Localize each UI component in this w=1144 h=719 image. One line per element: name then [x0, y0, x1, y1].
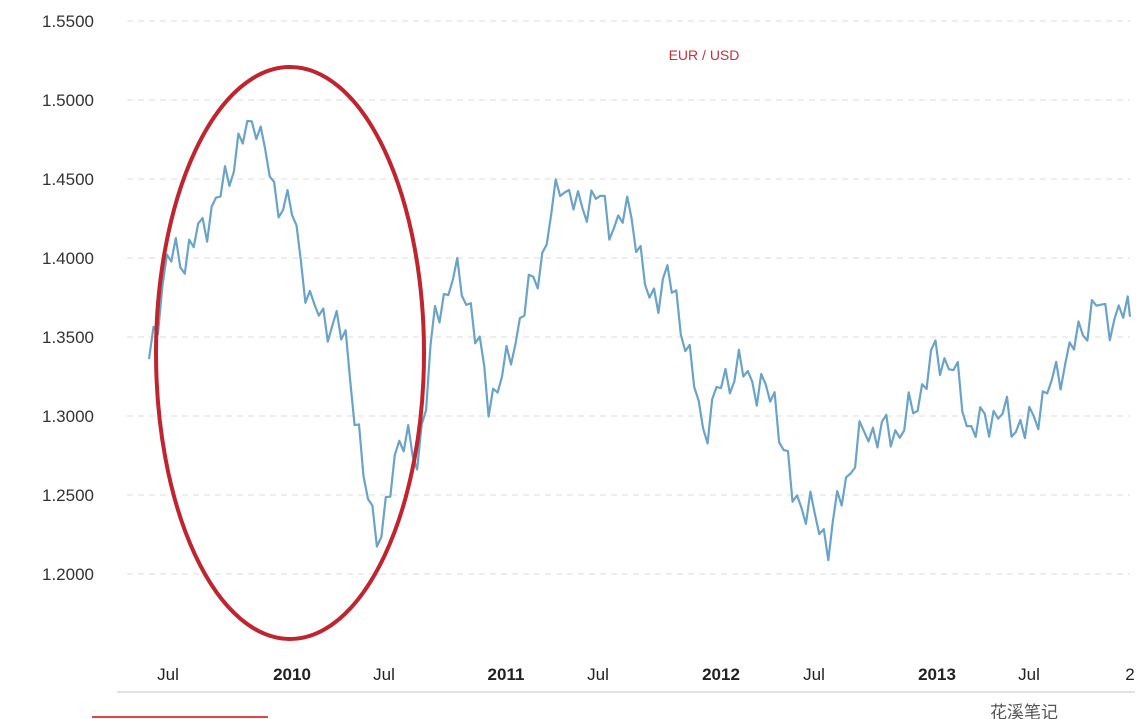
data-point: [541, 257, 543, 259]
x-tick-label: Jul: [587, 665, 609, 684]
data-point: [380, 541, 382, 543]
data-point: [202, 225, 204, 227]
data-point: [148, 368, 150, 370]
x-tick-label: Jul: [373, 665, 395, 684]
y-axis: 1.5500 1.5000 1.4500 1.4000 1.3500 1.3000 1.25…: [42, 12, 94, 584]
data-point: [809, 510, 811, 512]
data-point: [917, 399, 919, 401]
y-tick-label: 1.2500: [42, 486, 94, 505]
plot-area: [147, 115, 1132, 562]
x-tick-label: Jul: [803, 665, 825, 684]
data-point: [309, 304, 311, 306]
gridlines: [127, 20, 1130, 575]
series-label: EUR / USD: [669, 47, 740, 63]
data-point: [398, 431, 400, 433]
y-tick-label: 1.5500: [42, 12, 94, 31]
data-point: [327, 320, 329, 322]
data-point: [774, 399, 776, 401]
data-point: [166, 257, 168, 259]
x-tick-label: Jul: [1018, 665, 1040, 684]
y-tick-label: 1.4000: [42, 249, 94, 268]
data-point: [416, 462, 418, 464]
data-point: [595, 194, 597, 196]
data-point: [1060, 368, 1062, 370]
data-point: [702, 431, 704, 433]
data-point: [970, 431, 972, 433]
data-point: [363, 478, 365, 480]
data-point: [899, 431, 901, 433]
y-tick-label: 1.3000: [42, 407, 94, 426]
data-point: [345, 336, 347, 338]
data-point: [738, 368, 740, 370]
data-point: [1078, 336, 1080, 338]
data-point: [756, 383, 758, 385]
watermark-text: 花溪笔记: [990, 703, 1058, 719]
data-point: [792, 494, 794, 496]
data-point: [273, 194, 275, 196]
data-point: [1024, 431, 1026, 433]
data-point: [1006, 415, 1008, 417]
data-point: [237, 146, 239, 148]
x-tick-label: Jul: [157, 665, 179, 684]
data-point: [684, 336, 686, 338]
data-point: [434, 320, 436, 322]
x-tick-label: 2: [1125, 665, 1134, 684]
y-tick-label: 1.2000: [42, 565, 94, 584]
data-point: [184, 257, 186, 259]
data-point: [1095, 304, 1097, 306]
x-tick-label: 2013: [918, 665, 956, 684]
data-point: [988, 415, 990, 417]
data-point: [952, 368, 954, 370]
data-point: [291, 210, 293, 212]
data-point: [577, 210, 579, 212]
data-point: [935, 352, 937, 354]
data-point: [559, 178, 561, 180]
series-line-eurusd: [147, 119, 1132, 562]
x-tick-label: 2011: [488, 665, 525, 684]
x-axis: Jul 2010 Jul 2011 Jul 2012 Jul 2013 Jul 2: [157, 665, 1135, 684]
y-tick-label: 1.4500: [42, 170, 94, 189]
data-point: [452, 273, 454, 275]
data-point: [523, 304, 525, 306]
data-point: [1113, 320, 1115, 322]
x-tick-label: 2010: [273, 665, 311, 684]
data-point: [720, 383, 722, 385]
data-point: [506, 368, 508, 370]
data-point: [649, 304, 651, 306]
data-point: [881, 431, 883, 433]
highlight-ellipse: [154, 65, 426, 641]
data-point: [1042, 399, 1044, 401]
data-point: [220, 194, 222, 196]
data-point: [470, 304, 472, 306]
y-tick-label: 1.5000: [42, 91, 94, 110]
data-point: [863, 431, 865, 433]
data-point: [613, 225, 615, 227]
data-point: [827, 541, 829, 543]
x-tick-label: 2012: [702, 665, 740, 684]
data-point: [631, 210, 633, 212]
data-point: [488, 399, 490, 401]
data-point: [845, 478, 847, 480]
data-point: [1129, 304, 1131, 306]
data-point: [666, 273, 668, 275]
y-tick-label: 1.3500: [42, 328, 94, 347]
data-point: [255, 115, 257, 117]
